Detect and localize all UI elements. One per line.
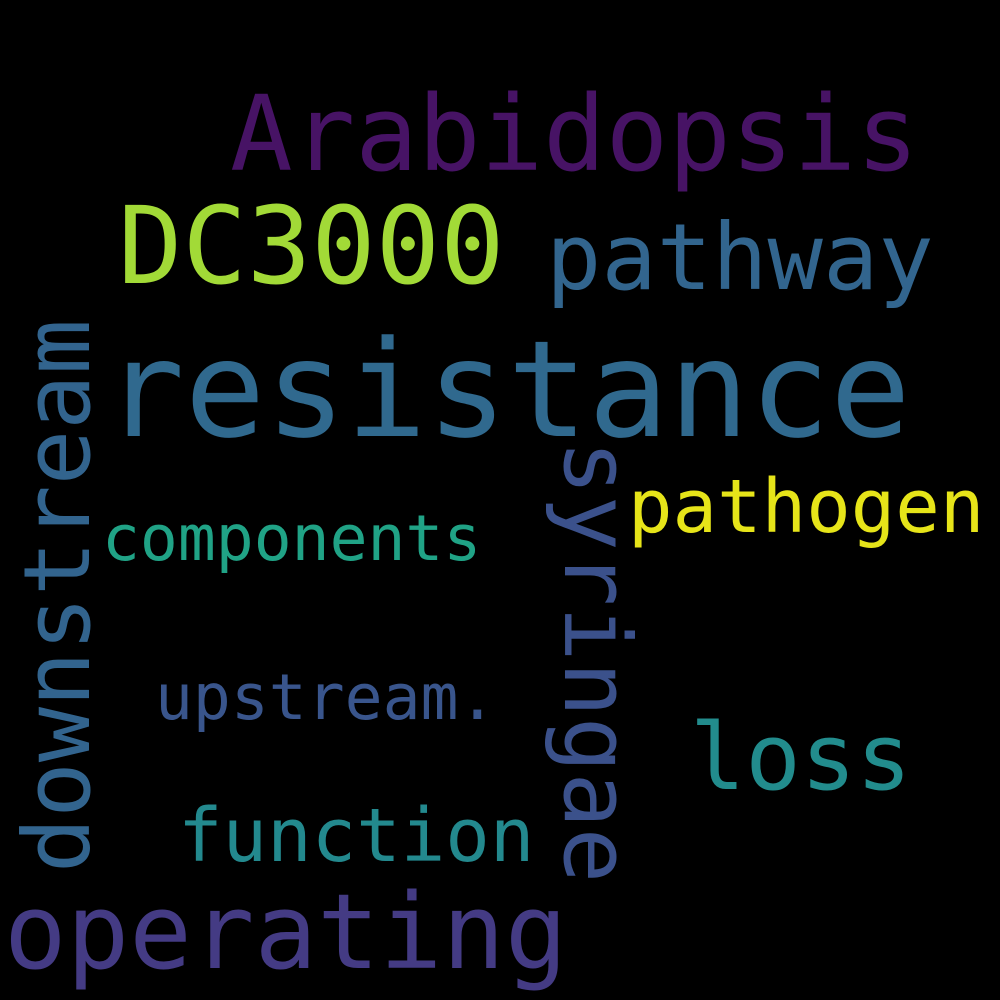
- word-components: components: [102, 502, 482, 575]
- word-dc3000: DC3000: [118, 185, 505, 309]
- word-pathogen: pathogen: [628, 464, 985, 550]
- word-function: function: [178, 793, 535, 879]
- word-arabidopsis: Arabidopsis: [230, 73, 919, 195]
- word-upstream: upstream.: [155, 661, 497, 734]
- word-pathway: pathway: [546, 204, 934, 311]
- word-operating: operating: [4, 871, 568, 993]
- word-resistance: resistance: [104, 312, 911, 468]
- word-loss: loss: [690, 704, 912, 811]
- word-downstream: downstream: [4, 319, 111, 873]
